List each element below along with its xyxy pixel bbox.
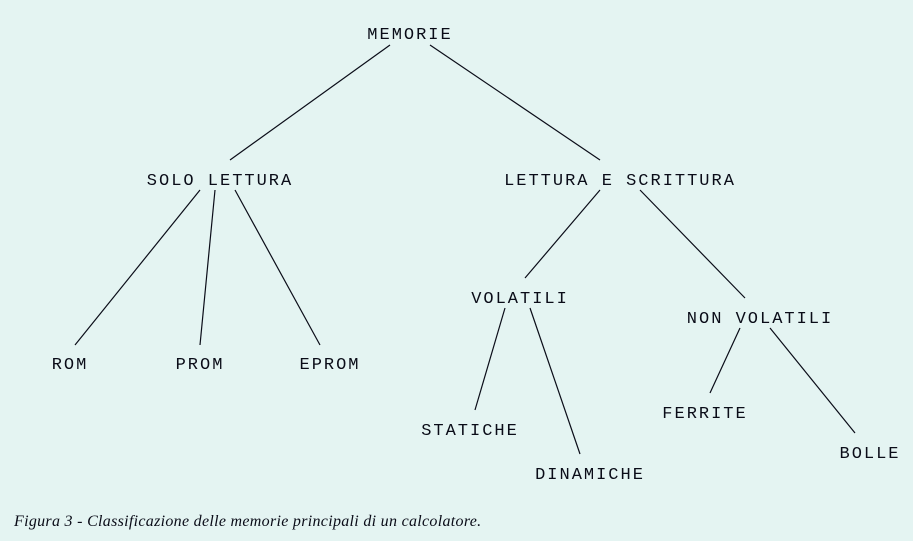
tree-edge: [640, 190, 745, 298]
tree-edge: [200, 190, 215, 345]
tree-edge: [475, 308, 505, 410]
tree-node-eprom: EPROM: [299, 356, 360, 375]
tree-edge: [75, 190, 200, 345]
tree-diagram: MEMORIE SOLO LETTURA LETTURA E SCRITTURA RO…: [0, 0, 913, 500]
tree-node-lett: LETTURA E SCRITTURA: [504, 172, 736, 191]
figure-caption: Figura 3 - Classificazione delle memorie…: [14, 513, 481, 531]
tree-edge: [710, 328, 740, 393]
tree-node-solo: SOLO LETTURA: [147, 172, 293, 191]
tree-edge: [230, 45, 390, 160]
tree-node-ferrite: FERRITE: [662, 405, 747, 424]
tree-edge: [525, 190, 600, 278]
tree-edge: [770, 328, 855, 433]
tree-node-root: MEMORIE: [367, 26, 452, 45]
tree-node-statiche: STATICHE: [421, 422, 519, 441]
tree-edge: [235, 190, 320, 345]
tree-node-volat: VOLATILI: [471, 290, 569, 309]
tree-node-rom: ROM: [52, 356, 89, 375]
tree-edge: [430, 45, 600, 160]
tree-edge: [530, 308, 580, 454]
tree-node-dinamiche: DINAMICHE: [535, 466, 645, 485]
tree-node-bolle: BOLLE: [839, 445, 900, 464]
tree-node-prom: PROM: [176, 356, 225, 375]
tree-node-nonvol: NON VOLATILI: [687, 310, 833, 329]
